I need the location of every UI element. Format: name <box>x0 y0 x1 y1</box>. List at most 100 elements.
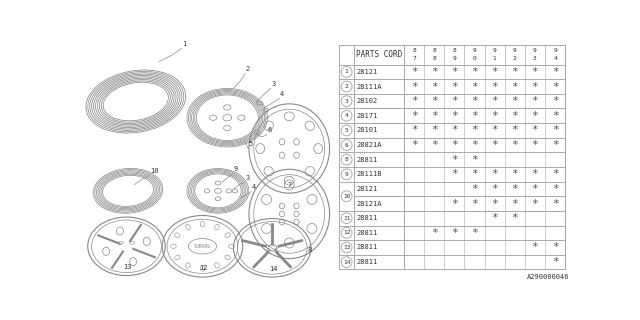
Text: *: * <box>552 111 559 121</box>
Text: 7: 7 <box>412 56 416 61</box>
Text: *: * <box>552 67 559 77</box>
Text: 14: 14 <box>269 266 278 272</box>
Text: *: * <box>511 169 518 179</box>
Text: 28121: 28121 <box>356 186 378 192</box>
Text: 5: 5 <box>345 128 348 133</box>
Text: 10: 10 <box>150 168 158 174</box>
Text: 28811: 28811 <box>356 244 378 251</box>
Text: 9: 9 <box>493 48 497 53</box>
Text: *: * <box>532 184 538 194</box>
Text: 14: 14 <box>343 260 350 265</box>
Text: *: * <box>511 96 518 106</box>
Text: 28811: 28811 <box>356 215 378 221</box>
Text: *: * <box>451 125 458 135</box>
Text: *: * <box>552 140 559 150</box>
Text: *: * <box>492 213 498 223</box>
Text: 28101: 28101 <box>356 127 378 133</box>
Text: 1: 1 <box>345 69 348 74</box>
Text: *: * <box>532 67 538 77</box>
Text: *: * <box>511 125 518 135</box>
Text: 28102: 28102 <box>356 98 378 104</box>
Text: 28171: 28171 <box>356 113 378 119</box>
Text: *: * <box>471 111 478 121</box>
Text: 11: 11 <box>343 216 350 221</box>
Text: *: * <box>511 199 518 209</box>
Text: *: * <box>511 111 518 121</box>
Text: *: * <box>471 82 478 92</box>
Text: 6: 6 <box>268 127 272 133</box>
Text: *: * <box>431 82 438 92</box>
Text: 28821A: 28821A <box>356 142 382 148</box>
Text: *: * <box>492 67 498 77</box>
Text: 2: 2 <box>246 66 250 72</box>
Text: *: * <box>451 199 458 209</box>
Text: *: * <box>552 199 559 209</box>
Text: *: * <box>532 243 538 252</box>
Text: 8: 8 <box>308 247 312 253</box>
Text: *: * <box>532 82 538 92</box>
Text: 4: 4 <box>345 113 348 118</box>
Text: 2: 2 <box>345 84 348 89</box>
Text: 28121A: 28121A <box>356 201 382 207</box>
Text: *: * <box>471 199 478 209</box>
Text: 1: 1 <box>493 56 497 61</box>
Text: 28811: 28811 <box>356 259 378 265</box>
Text: 28111A: 28111A <box>356 84 382 90</box>
Text: 8: 8 <box>412 48 416 53</box>
Text: *: * <box>471 125 478 135</box>
Text: *: * <box>552 184 559 194</box>
Text: 4: 4 <box>280 91 284 97</box>
Text: 9: 9 <box>234 166 237 172</box>
Text: 8: 8 <box>432 48 436 53</box>
Text: 4: 4 <box>252 184 256 190</box>
Text: *: * <box>492 199 498 209</box>
Text: 13: 13 <box>343 245 350 250</box>
Text: *: * <box>532 111 538 121</box>
Text: *: * <box>532 199 538 209</box>
Text: *: * <box>471 96 478 106</box>
Text: *: * <box>431 140 438 150</box>
Text: *: * <box>492 125 498 135</box>
Text: *: * <box>431 111 438 121</box>
Text: *: * <box>471 140 478 150</box>
Text: *: * <box>492 82 498 92</box>
Text: 3: 3 <box>245 175 250 181</box>
Text: *: * <box>411 96 417 106</box>
Text: *: * <box>492 140 498 150</box>
Text: *: * <box>451 155 458 165</box>
Text: *: * <box>552 169 559 179</box>
Text: *: * <box>492 111 498 121</box>
Text: *: * <box>492 184 498 194</box>
Text: *: * <box>532 96 538 106</box>
Text: *: * <box>451 228 458 238</box>
Text: 2: 2 <box>513 56 516 61</box>
Text: 12: 12 <box>199 265 208 271</box>
Text: *: * <box>451 96 458 106</box>
Text: *: * <box>471 228 478 238</box>
Text: *: * <box>552 82 559 92</box>
Text: 0: 0 <box>472 56 476 61</box>
Text: 28811: 28811 <box>356 157 378 163</box>
Text: *: * <box>431 96 438 106</box>
Text: *: * <box>471 169 478 179</box>
Text: *: * <box>471 155 478 165</box>
Text: *: * <box>492 96 498 106</box>
Text: 9: 9 <box>452 56 456 61</box>
Text: 9: 9 <box>533 48 537 53</box>
Text: *: * <box>552 96 559 106</box>
Text: 8: 8 <box>452 48 456 53</box>
Text: *: * <box>451 140 458 150</box>
Text: *: * <box>552 257 559 267</box>
Text: 9: 9 <box>553 48 557 53</box>
Text: 28111B: 28111B <box>356 171 382 177</box>
Text: *: * <box>431 125 438 135</box>
Text: *: * <box>411 125 417 135</box>
Text: *: * <box>532 125 538 135</box>
Text: *: * <box>451 67 458 77</box>
Text: *: * <box>451 111 458 121</box>
Text: SUBARU: SUBARU <box>194 244 211 249</box>
Text: 1: 1 <box>182 41 186 47</box>
Text: 3: 3 <box>271 81 276 87</box>
Text: *: * <box>511 140 518 150</box>
Text: *: * <box>511 67 518 77</box>
